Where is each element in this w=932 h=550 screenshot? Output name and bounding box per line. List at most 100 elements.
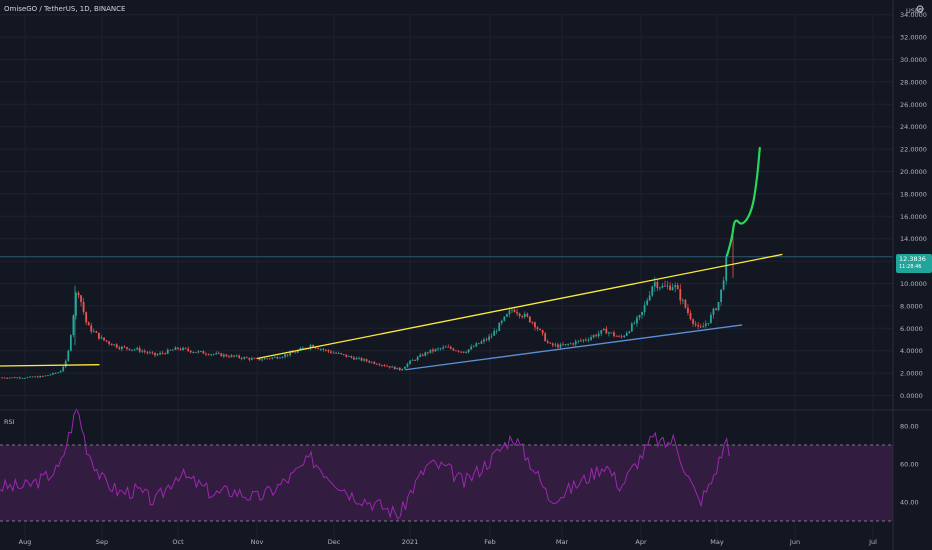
price-tick-label: 18.0000 xyxy=(900,190,927,198)
candle-body xyxy=(421,354,424,356)
time-tick-label: 2021 xyxy=(402,538,419,546)
candle-body xyxy=(546,341,549,343)
candle-body xyxy=(528,316,531,323)
candle-body xyxy=(340,353,343,354)
candle-body xyxy=(544,333,547,342)
candle-body xyxy=(228,356,230,358)
candle-body xyxy=(659,287,661,289)
candle-body xyxy=(205,353,207,355)
price-tick-label: 34.0000 xyxy=(900,11,927,19)
candle-body xyxy=(291,351,294,353)
candle-body xyxy=(210,354,212,356)
candle-body xyxy=(666,285,669,287)
candle-body xyxy=(95,331,98,333)
candle-body xyxy=(495,330,498,332)
candle-body xyxy=(258,358,261,361)
time-tick-label: Mar xyxy=(556,538,569,546)
candle-body xyxy=(513,309,516,312)
candle-body xyxy=(506,314,508,317)
candle-body xyxy=(534,322,536,328)
candle-body xyxy=(90,325,93,332)
price-tick-label: 16.0000 xyxy=(900,213,927,221)
trend-line-blue xyxy=(405,324,743,371)
candle-body xyxy=(82,301,85,313)
candle-body xyxy=(138,348,141,352)
candle-body xyxy=(235,355,238,357)
candle-body xyxy=(75,292,77,316)
candle-body xyxy=(49,374,52,376)
candle-body xyxy=(36,376,39,378)
candle-body xyxy=(592,335,595,338)
candle-body xyxy=(416,356,419,361)
candle-body xyxy=(605,328,608,334)
candle-body xyxy=(154,352,156,356)
candle-body xyxy=(521,316,524,318)
candle-body xyxy=(212,354,215,355)
candle-body xyxy=(220,353,223,357)
candle-body xyxy=(330,351,332,353)
candle-body xyxy=(704,323,707,327)
candle-body xyxy=(184,347,187,349)
candle-body xyxy=(230,355,233,358)
candle-body xyxy=(123,346,126,348)
price-tick-label: 0.0000 xyxy=(900,392,923,400)
candle-body xyxy=(475,343,478,347)
candle-body xyxy=(715,308,717,310)
candle-body xyxy=(335,352,337,354)
time-tick-label: Jul xyxy=(868,538,877,546)
candle-body xyxy=(383,365,386,366)
candle-body xyxy=(41,376,44,377)
candle-body xyxy=(166,349,169,354)
candle-body xyxy=(113,344,116,346)
candle-body xyxy=(3,377,6,379)
candle-body xyxy=(179,348,182,350)
candle-body xyxy=(54,372,57,374)
candle-body xyxy=(373,361,376,364)
candle-body xyxy=(406,363,409,367)
price-tick-label: 32.0000 xyxy=(900,34,927,42)
candle-body xyxy=(401,368,404,371)
candle-body xyxy=(80,295,82,302)
price-tick-label: 24.0000 xyxy=(900,123,927,131)
rsi-tick-label: 40.00 xyxy=(900,499,919,507)
candle-body xyxy=(498,322,501,331)
candle-body xyxy=(687,307,689,314)
candle-body xyxy=(692,319,694,324)
candle-body xyxy=(518,313,521,317)
symbol-title[interactable]: OmiseGO / TetherUS, 1D, BINANCE xyxy=(4,5,126,13)
candle-body xyxy=(197,351,200,353)
candle-body xyxy=(434,349,437,352)
candle-body xyxy=(159,352,161,355)
candle-body xyxy=(523,313,526,318)
candle-body xyxy=(217,353,220,354)
candle-body xyxy=(8,377,11,379)
candle-body xyxy=(636,317,638,324)
candle-body xyxy=(131,349,133,351)
time-tick-label: May xyxy=(710,538,724,546)
time-tick-label: Dec xyxy=(328,538,341,546)
candle-body xyxy=(500,320,503,323)
projection-curve xyxy=(725,146,761,257)
candle-body xyxy=(243,357,246,359)
price-tick-label: 6.0000 xyxy=(900,325,923,333)
candle-body xyxy=(485,339,488,341)
candle-body xyxy=(574,341,577,345)
candle-body xyxy=(225,354,228,357)
candle-body xyxy=(39,376,42,378)
candle-body xyxy=(245,357,248,359)
candle-body xyxy=(404,366,406,369)
candle-body xyxy=(368,361,371,363)
candle-body xyxy=(503,316,506,321)
candle-body xyxy=(353,357,355,360)
candle-body xyxy=(47,375,49,376)
rsi-label[interactable]: RSI xyxy=(4,418,15,426)
rsi-pane xyxy=(0,408,893,522)
candle-body xyxy=(590,337,592,340)
price-tick-label: 14.0000 xyxy=(900,235,927,243)
candle-body xyxy=(539,328,541,330)
price-tick-label: 4.0000 xyxy=(900,347,923,355)
gear-icon[interactable] xyxy=(915,4,925,14)
candle-body xyxy=(29,376,31,378)
